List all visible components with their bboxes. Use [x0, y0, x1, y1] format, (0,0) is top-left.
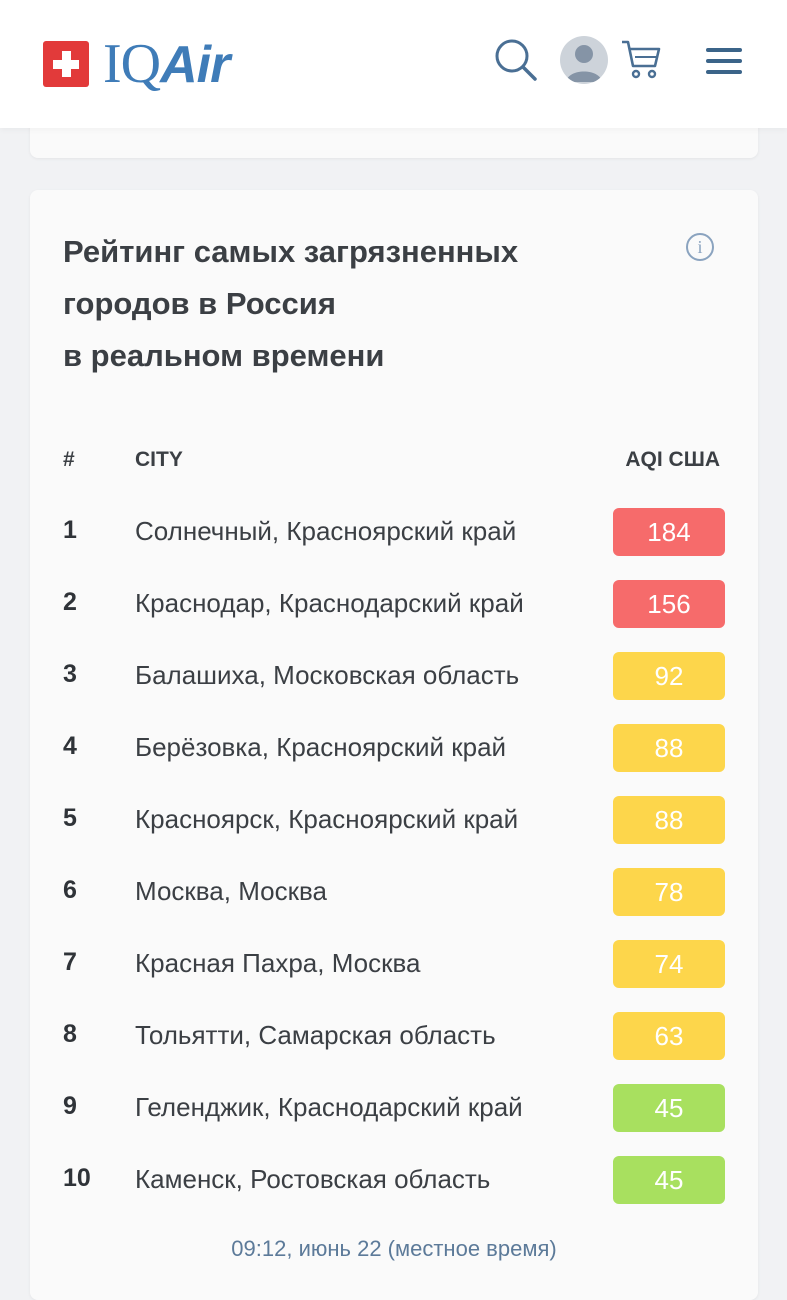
- table-row[interactable]: 7 Красная Пахра, Москва 74: [30, 940, 758, 1012]
- menu-icon[interactable]: [704, 46, 744, 76]
- title-line: городов в Россия: [63, 286, 336, 321]
- rank-number: 8: [63, 1020, 77, 1048]
- aqi-badge: 45: [613, 1156, 725, 1204]
- rank-number: 10: [63, 1164, 91, 1192]
- city-name[interactable]: Солнечный, Красноярский край: [135, 516, 517, 546]
- info-icon[interactable]: i: [686, 233, 714, 261]
- local-time-stamp: 09:12, июнь 22 (местное время): [231, 1236, 557, 1261]
- search-icon[interactable]: [494, 38, 538, 82]
- top-header: IQAir: [0, 0, 787, 128]
- brand-name: IQAir: [103, 32, 230, 95]
- city-name[interactable]: Краснодар, Краснодарский край: [135, 588, 524, 618]
- aqi-badge: 88: [613, 796, 725, 844]
- city-name[interactable]: Москва, Москва: [135, 876, 327, 906]
- rank-number: 4: [63, 732, 77, 760]
- table-row[interactable]: 10 Каменск, Ростовская область 45: [30, 1156, 758, 1228]
- city-name[interactable]: Красная Пахра, Москва: [135, 948, 421, 978]
- rank-number: 3: [63, 660, 77, 688]
- iqair-logo[interactable]: IQAir: [43, 32, 230, 95]
- aqi-badge: 78: [613, 868, 725, 916]
- rank-number: 5: [63, 804, 77, 832]
- column-rank: #: [63, 448, 75, 471]
- rank-number: 2: [63, 588, 77, 616]
- ranking-card: Рейтинг самых загрязненных городов в Рос…: [30, 190, 758, 1300]
- aqi-badge: 156: [613, 580, 725, 628]
- city-name[interactable]: Берёзовка, Красноярский край: [135, 732, 507, 762]
- column-aqi: AQI США: [625, 448, 720, 471]
- table-row[interactable]: 4 Берёзовка, Красноярский край 88: [30, 724, 758, 796]
- city-name[interactable]: Красноярск, Красноярский край: [135, 804, 519, 834]
- rank-number: 1: [63, 516, 77, 544]
- table-row[interactable]: 9 Геленджик, Краснодарский край 45: [30, 1084, 758, 1156]
- aqi-badge: 74: [613, 940, 725, 988]
- title-line: в реальном времени: [63, 338, 385, 373]
- aqi-badge: 184: [613, 508, 725, 556]
- table-row[interactable]: 1 Солнечный, Красноярский край 184: [30, 508, 758, 580]
- city-name[interactable]: Балашиха, Московская область: [135, 660, 520, 690]
- table-header: # CITY AQI США: [30, 442, 758, 478]
- aqi-badge: 88: [613, 724, 725, 772]
- rank-number: 7: [63, 948, 77, 976]
- aqi-badge: 92: [613, 652, 725, 700]
- title-line: Рейтинг самых загрязненных: [63, 234, 519, 269]
- user-icon: [566, 45, 602, 82]
- swiss-flag-icon: [43, 41, 89, 87]
- column-city: CITY: [135, 448, 183, 471]
- ranking-table: 1 Солнечный, Красноярский край 184 2 Кра…: [30, 508, 758, 1228]
- city-name[interactable]: Тольятти, Самарская область: [135, 1020, 496, 1050]
- city-name[interactable]: Геленджик, Краснодарский край: [135, 1092, 523, 1122]
- city-name[interactable]: Каменск, Ростовская область: [135, 1164, 491, 1194]
- table-row[interactable]: 8 Тольятти, Самарская область 63: [30, 1012, 758, 1084]
- table-row[interactable]: 2 Краснодар, Краснодарский край 156: [30, 580, 758, 652]
- table-row[interactable]: 6 Москва, Москва 78: [30, 868, 758, 940]
- table-row[interactable]: 5 Красноярск, Красноярский край 88: [30, 796, 758, 868]
- rank-number: 9: [63, 1092, 77, 1120]
- ranking-title: Рейтинг самых загрязненных городов в Рос…: [63, 226, 623, 382]
- cart-icon[interactable]: [620, 38, 662, 80]
- table-row[interactable]: 3 Балашиха, Московская область 92: [30, 652, 758, 724]
- rank-number: 6: [63, 876, 77, 904]
- aqi-badge: 63: [613, 1012, 725, 1060]
- aqi-badge: 45: [613, 1084, 725, 1132]
- user-avatar[interactable]: [560, 36, 608, 84]
